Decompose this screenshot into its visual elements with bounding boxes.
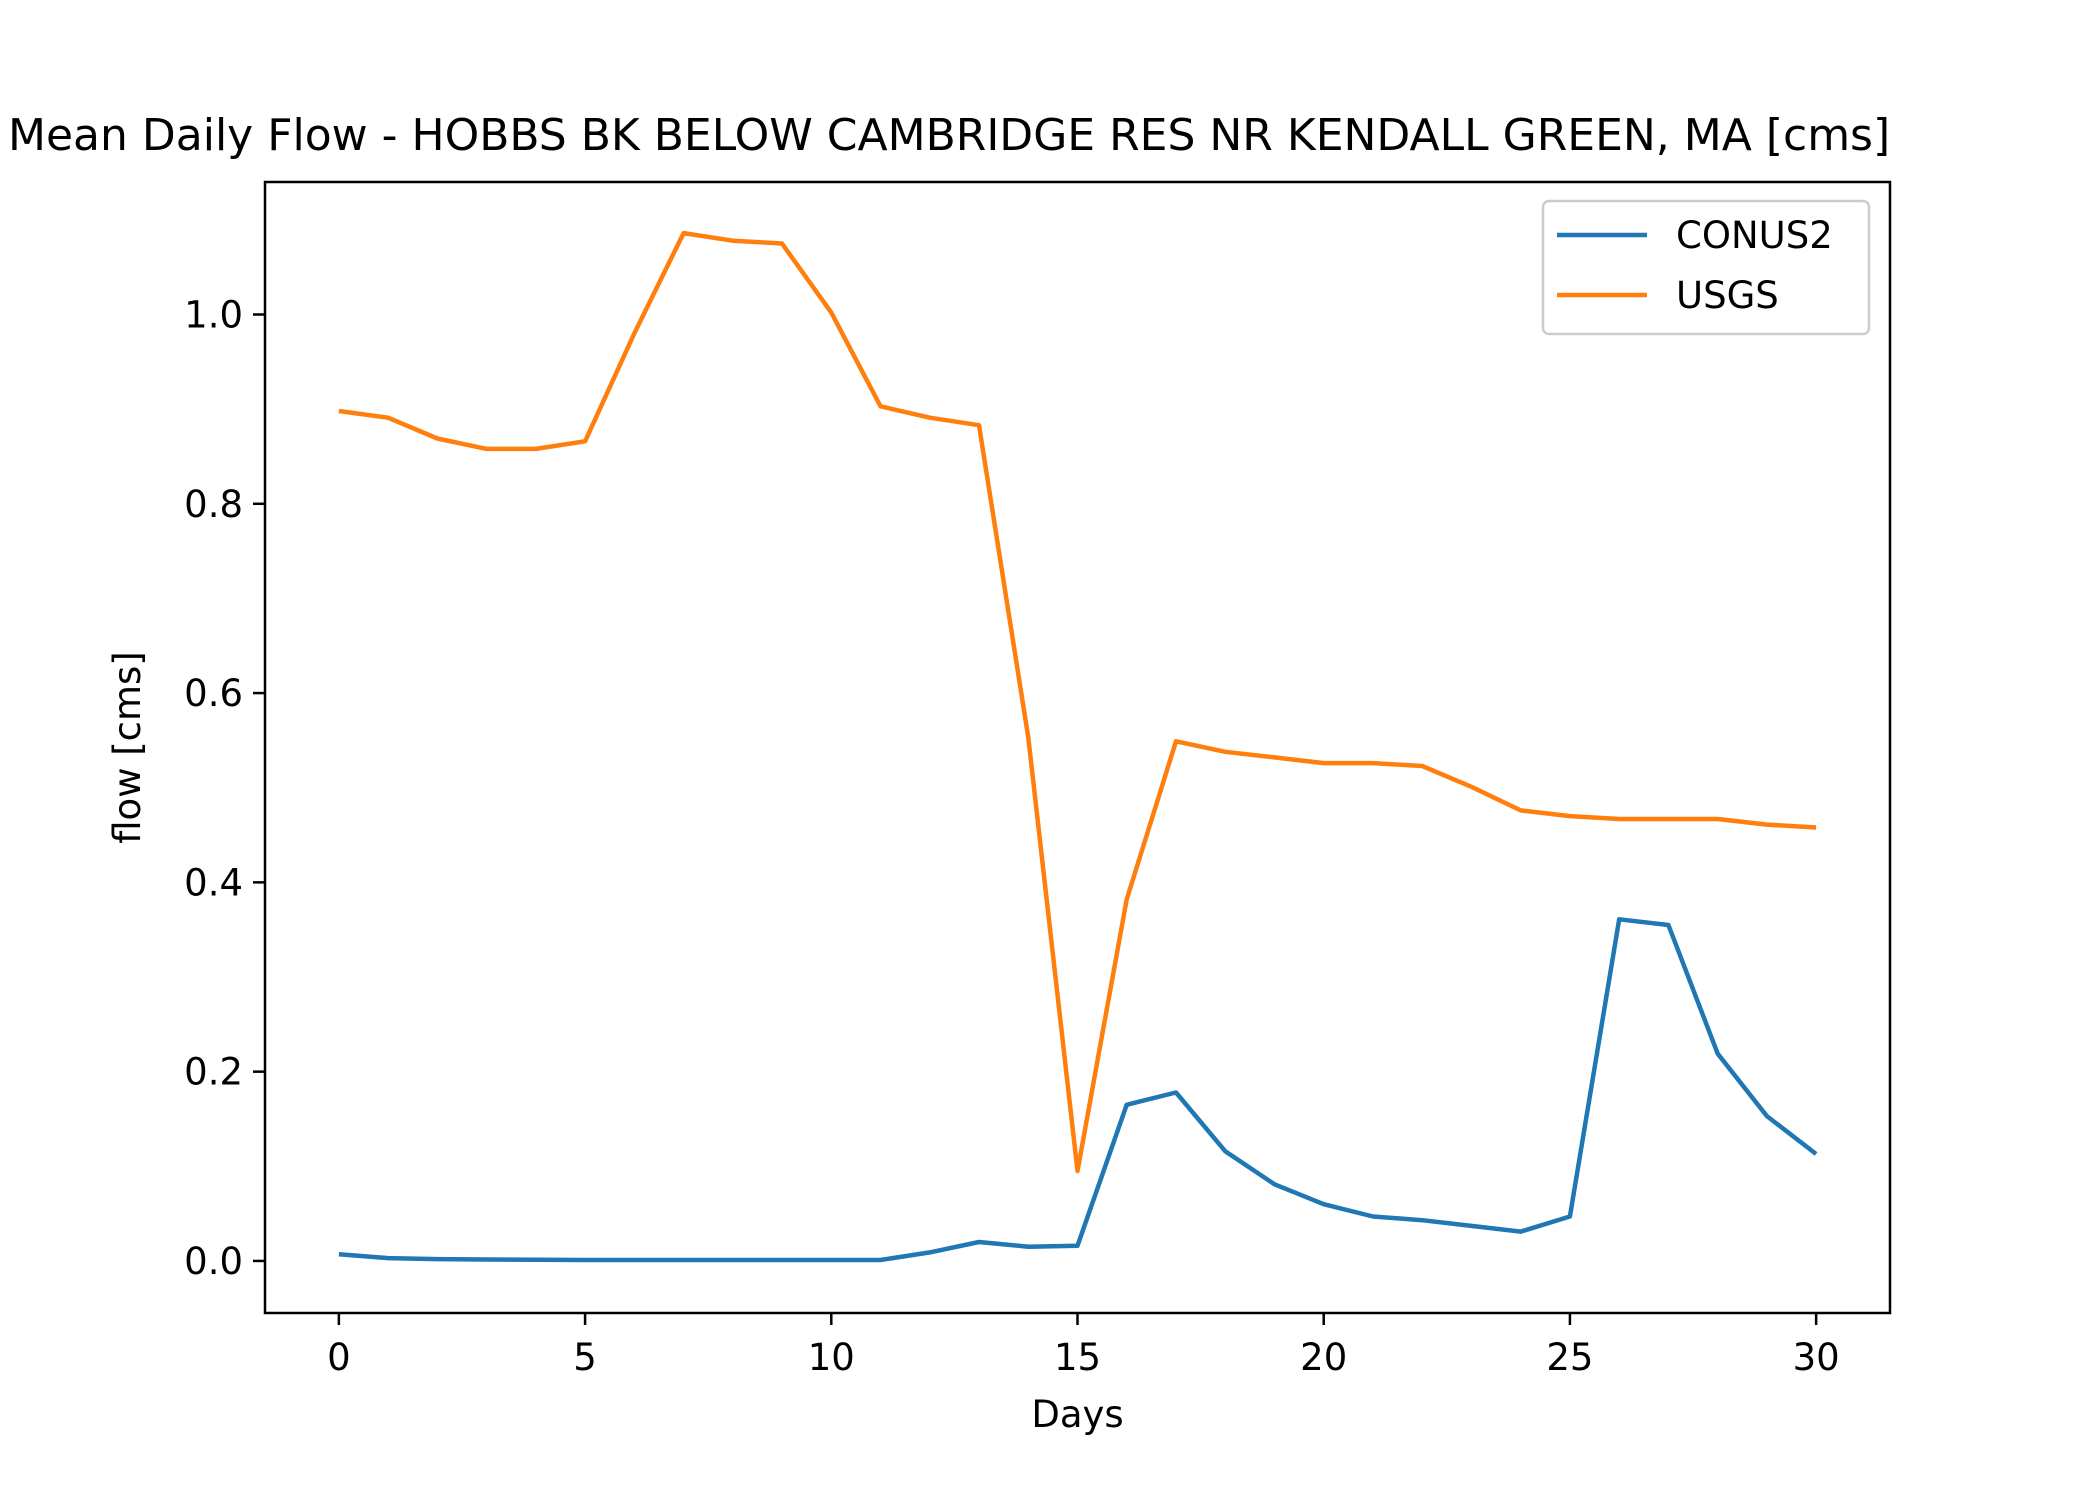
x-tick-label: 0 <box>327 1336 351 1379</box>
x-tick-label: 5 <box>573 1336 597 1379</box>
legend-label-usgs: USGS <box>1676 274 1779 317</box>
y-tick-label: 0.4 <box>184 861 243 904</box>
y-tick-label: 0.6 <box>184 672 243 715</box>
x-tick-label: 30 <box>1793 1336 1840 1379</box>
x-tick-label: 10 <box>808 1336 855 1379</box>
legend-label-conus2: CONUS2 <box>1676 214 1833 257</box>
series-layer <box>338 230 1818 1263</box>
y-tick-label: 1.0 <box>184 294 243 337</box>
y-tick-label: 0.0 <box>184 1240 243 1283</box>
x-tick-label: 20 <box>1300 1336 1347 1379</box>
x-axis-ticks: 0 5 10 15 20 25 30 <box>327 1313 1840 1379</box>
y-tick-label: 0.2 <box>184 1051 243 1094</box>
legend: CONUS2 USGS <box>1541 199 1871 336</box>
y-axis-label: flow [cms] <box>106 651 149 844</box>
series-line-usgs <box>338 230 1817 1174</box>
chart-title: Mean Daily Flow - HOBBS BK BELOW CAMBRID… <box>8 110 1890 161</box>
y-axis-ticks: 0.0 0.2 0.4 0.6 0.8 1.0 <box>184 294 265 1283</box>
plot-area <box>263 180 1892 1315</box>
x-axis-label: Days <box>1031 1393 1123 1436</box>
x-tick-label: 15 <box>1054 1336 1101 1379</box>
y-tick-label: 0.8 <box>184 483 243 526</box>
series-line-conus2 <box>338 917 1818 1263</box>
x-tick-label: 25 <box>1546 1336 1593 1379</box>
